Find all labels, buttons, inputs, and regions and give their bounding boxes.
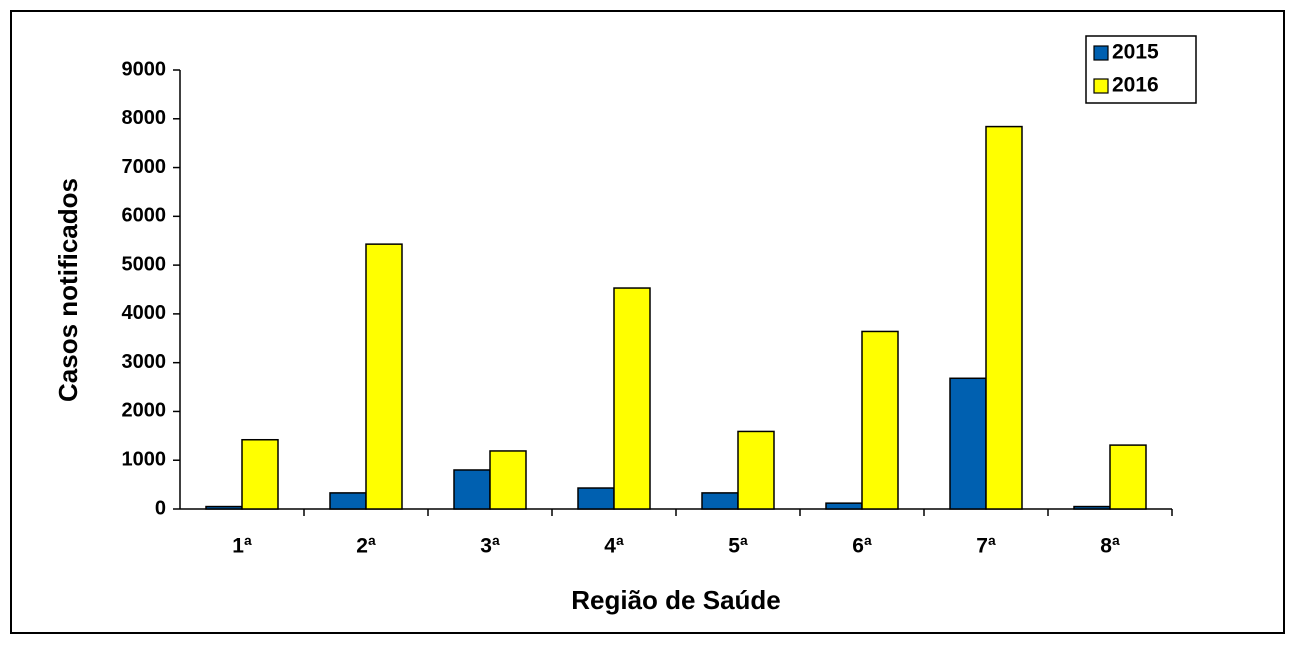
y-tick-label: 9000	[122, 58, 167, 80]
x-tick-label: 8ª	[1100, 535, 1120, 558]
bar	[329, 492, 367, 510]
bar	[985, 125, 1023, 510]
x-tick-label: 4ª	[604, 535, 624, 558]
bar	[365, 243, 403, 510]
x-tick-label: 2ª	[356, 535, 376, 558]
bar	[453, 469, 491, 510]
bar	[205, 505, 243, 510]
x-tick-label: 5ª	[728, 535, 748, 558]
y-axis-title: Casos notificados	[53, 178, 83, 402]
y-tick-label: 1000	[122, 449, 167, 471]
y-tick-label: 6000	[122, 205, 167, 227]
bar	[1073, 505, 1111, 510]
legend-label: 2015	[1112, 41, 1159, 64]
legend-swatch	[1093, 45, 1109, 61]
bar	[949, 377, 987, 510]
x-tick-label: 3ª	[480, 535, 500, 558]
legend-label: 2016	[1112, 74, 1159, 97]
bar	[241, 438, 279, 510]
y-tick-label: 5000	[122, 253, 167, 275]
y-tick-label: 4000	[122, 302, 167, 324]
x-tick-label: 7ª	[976, 535, 996, 558]
y-tick-label: 3000	[122, 351, 167, 373]
bar	[577, 487, 615, 510]
x-axis-title: Região de Saúde	[571, 585, 781, 615]
bar	[737, 430, 775, 510]
bar	[613, 287, 651, 510]
bar	[1109, 444, 1147, 510]
bar	[701, 492, 739, 510]
bar	[489, 450, 527, 510]
y-tick-label: 8000	[122, 107, 167, 129]
bar	[861, 330, 899, 510]
y-tick-label: 0	[155, 497, 166, 519]
bar	[825, 502, 863, 510]
y-tick-label: 7000	[122, 156, 167, 178]
x-tick-label: 6ª	[852, 535, 872, 558]
y-tick-label: 2000	[122, 400, 167, 422]
x-tick-label: 1ª	[232, 535, 252, 558]
legend-swatch	[1093, 78, 1109, 94]
